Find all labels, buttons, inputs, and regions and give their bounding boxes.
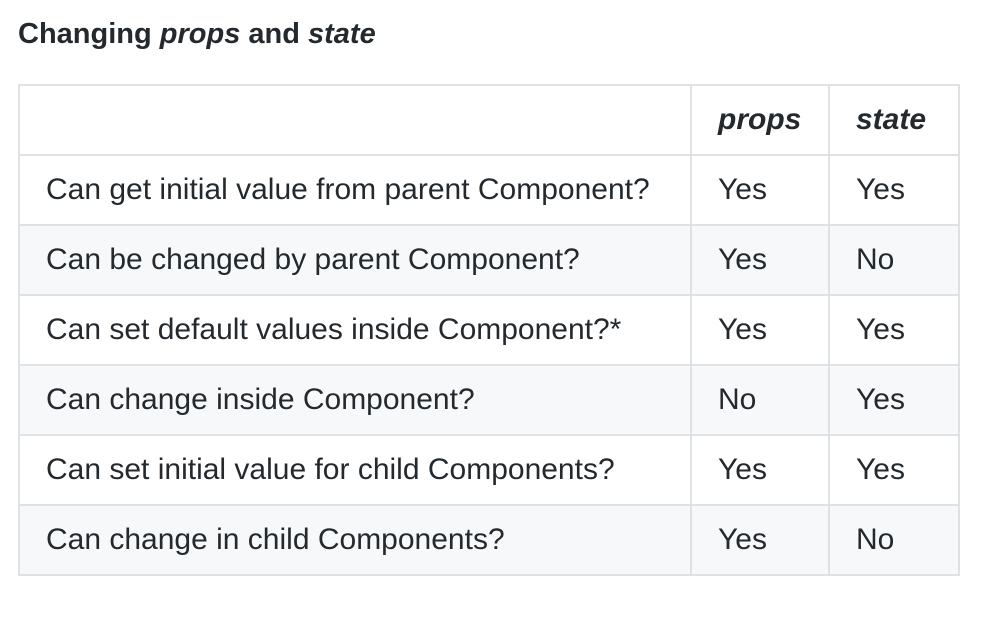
- table-row: Can change in child Components? Yes No: [18, 504, 960, 576]
- question-cell: Can change inside Component?: [18, 364, 692, 436]
- state-cell: Yes: [828, 434, 960, 506]
- table-row: Can get initial value from parent Compon…: [18, 154, 960, 226]
- heading-term-state: state: [308, 18, 376, 50]
- props-cell: Yes: [690, 224, 830, 296]
- question-cell: Can get initial value from parent Compon…: [18, 154, 692, 226]
- state-cell: Yes: [828, 154, 960, 226]
- section-heading: Changing props and state: [18, 14, 376, 54]
- table-row: Can set initial value for child Componen…: [18, 434, 960, 506]
- heading-term-props: props: [159, 18, 241, 50]
- question-cell: Can be changed by parent Component?: [18, 224, 692, 296]
- header-cell-question: [18, 84, 692, 156]
- table-header-row: props state: [18, 84, 960, 156]
- header-cell-props: props: [690, 84, 830, 156]
- props-cell: No: [690, 364, 830, 436]
- header-cell-state: state: [828, 84, 960, 156]
- state-cell: No: [828, 224, 960, 296]
- question-cell: Can set default values inside Component?…: [18, 294, 692, 366]
- props-cell: Yes: [690, 294, 830, 366]
- question-cell: Can set initial value for child Componen…: [18, 434, 692, 506]
- table-row: Can change inside Component? No Yes: [18, 364, 960, 436]
- props-cell: Yes: [690, 504, 830, 576]
- state-cell: No: [828, 504, 960, 576]
- comparison-table: props state Can get initial value from p…: [18, 84, 960, 576]
- question-cell: Can change in child Components?: [18, 504, 692, 576]
- state-cell: Yes: [828, 364, 960, 436]
- table-row: Can be changed by parent Component? Yes …: [18, 224, 960, 296]
- heading-prefix: Changing: [18, 18, 160, 50]
- props-cell: Yes: [690, 154, 830, 226]
- table-row: Can set default values inside Component?…: [18, 294, 960, 366]
- props-cell: Yes: [690, 434, 830, 506]
- state-cell: Yes: [828, 294, 960, 366]
- heading-middle: and: [240, 18, 308, 50]
